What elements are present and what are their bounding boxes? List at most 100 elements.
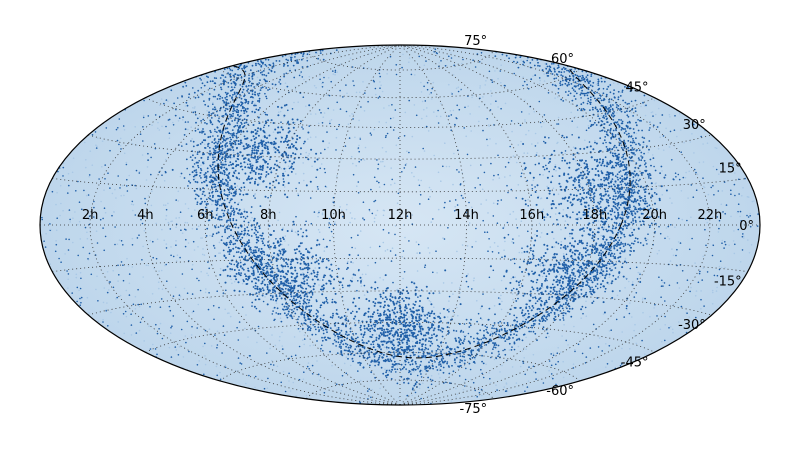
data-point [276,307,279,310]
data-point [260,60,262,62]
data-point [290,58,292,60]
data-point [512,242,515,244]
data-point [540,125,543,128]
data-point [340,158,342,161]
data-point [79,287,82,290]
data-point [656,315,658,317]
data-point [191,311,194,314]
data-point [675,254,677,257]
data-point [226,211,229,214]
data-point [271,334,273,336]
data-point [651,111,654,113]
data-point [322,81,324,84]
data-point [622,155,625,158]
data-point [473,340,475,343]
data-point [553,311,556,314]
data-point [225,107,227,110]
data-point [419,364,422,366]
data-point [549,69,551,72]
data-point [248,241,251,244]
data-point [214,128,216,131]
data-point [589,103,592,105]
data-point [590,279,593,282]
data-point [227,209,230,211]
data-point [734,172,736,174]
data-point [193,166,196,169]
data-point [653,165,655,168]
data-point [417,367,419,370]
data-point [736,211,739,214]
data-point [203,160,205,163]
data-point [591,106,594,109]
data-point [104,164,106,166]
data-point [313,211,316,213]
data-point [184,105,187,107]
data-point [607,134,609,137]
data-point [357,181,360,183]
data-point [557,92,560,94]
data-point [715,290,718,292]
data-point [107,325,109,327]
data-point [374,87,377,90]
data-point [602,87,605,90]
data-point [244,70,247,73]
data-point [137,303,139,306]
data-point [710,186,712,189]
data-point [390,260,393,262]
data-point [342,150,345,152]
data-point [626,114,629,117]
data-point [553,168,555,171]
data-point [346,92,348,95]
data-point [219,371,221,374]
data-point [264,58,267,61]
data-point [545,299,548,302]
data-point [500,81,502,84]
data-point [500,294,502,297]
data-point [494,55,497,57]
data-point [138,305,141,308]
data-point [566,84,569,87]
data-point [732,164,734,166]
data-point [125,289,128,292]
data-point [413,384,416,387]
data-point [370,188,372,191]
data-point [138,170,141,173]
data-point [739,210,742,213]
data-point [206,91,208,94]
data-point [149,239,152,242]
data-point [351,310,354,313]
data-point [393,182,396,185]
data-point [225,184,228,187]
data-point [71,171,74,174]
data-point [198,360,200,362]
data-point [600,256,603,258]
data-point [579,183,582,185]
data-point [616,245,618,248]
data-point [223,101,226,104]
data-point [300,58,303,61]
data-point [371,334,374,336]
data-point [196,277,198,280]
data-point [323,250,326,252]
data-point [199,143,202,145]
data-point [740,220,743,222]
data-point [181,145,183,147]
data-point [410,371,413,373]
data-point [309,136,312,139]
data-point [229,239,232,242]
data-point [459,68,461,71]
data-point [689,290,691,293]
data-point [613,211,616,214]
data-point [632,219,634,222]
data-point [255,85,257,87]
data-point [593,91,595,94]
data-point [679,129,682,131]
data-point [303,371,305,374]
data-point [447,333,449,335]
data-point [210,113,213,115]
data-point [600,129,603,132]
data-point [624,257,627,260]
data-point [411,368,414,371]
data-point [624,182,626,185]
data-point [440,180,442,182]
